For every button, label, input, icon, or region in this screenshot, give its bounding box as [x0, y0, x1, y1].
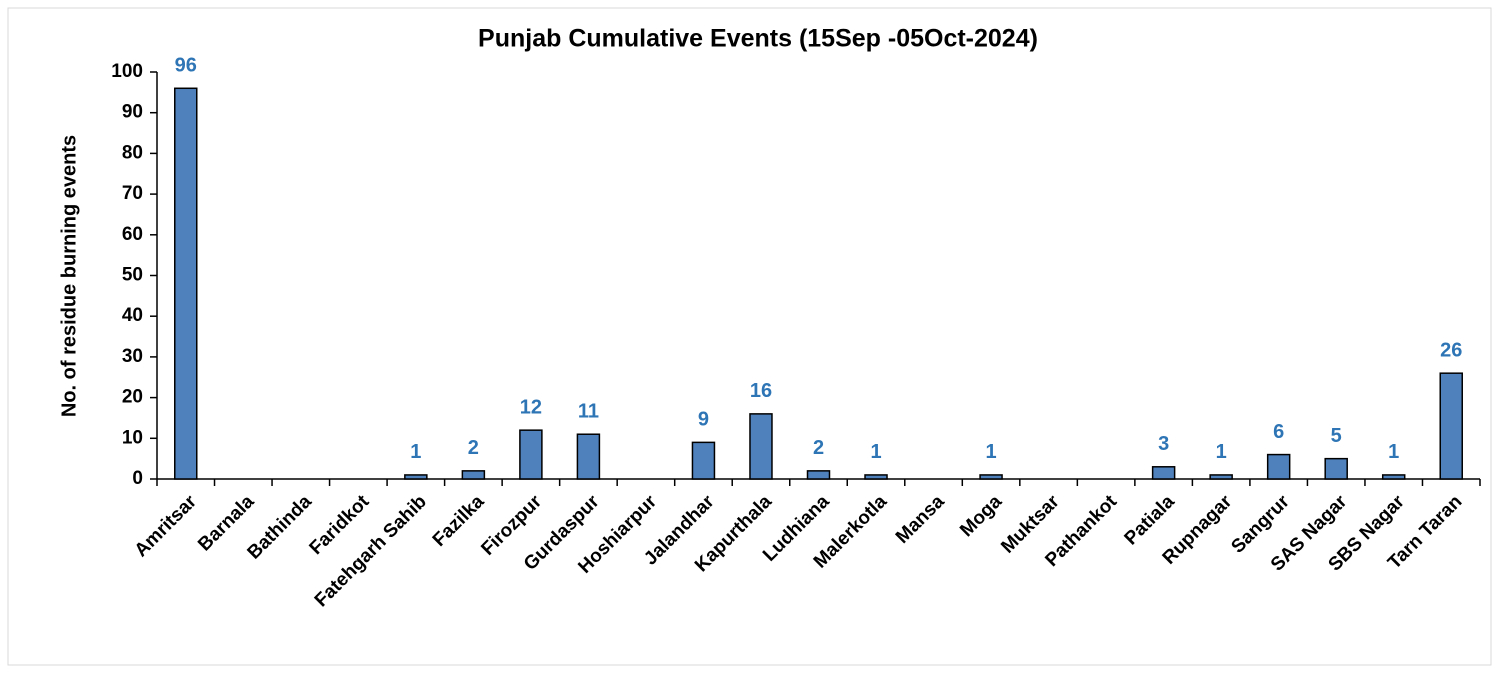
data-label: 11: [578, 401, 599, 423]
y-tick-label: 50: [122, 265, 143, 286]
bar: [519, 429, 543, 480]
y-axis-label: No. of residue burning events: [58, 135, 80, 417]
data-label: 26: [1440, 339, 1462, 361]
data-label: 16: [750, 380, 772, 402]
data-label: 3: [1158, 433, 1169, 455]
y-tick-label: 0: [132, 468, 143, 489]
y-tick-label: 70: [122, 183, 143, 204]
bar: [576, 433, 601, 480]
bar: [1381, 474, 1406, 480]
data-label: 6: [1273, 421, 1284, 443]
chart-title: Punjab Cumulative Events (15Sep -05Oct-2…: [478, 25, 1038, 53]
bar: [979, 474, 1003, 480]
bar: [461, 470, 486, 480]
bar: [1324, 457, 1348, 480]
y-tick-label: 20: [122, 387, 143, 408]
data-label: 1: [1216, 441, 1227, 463]
y-tick-label: 100: [111, 61, 143, 82]
y-tick-label: 40: [122, 305, 143, 326]
y-tick-label: 30: [122, 346, 143, 367]
bar: [1439, 372, 1463, 480]
data-label: 1: [1388, 441, 1399, 463]
bar: [1209, 474, 1233, 480]
data-label: 2: [468, 437, 479, 459]
data-label: 1: [870, 441, 881, 463]
data-label: 96: [175, 55, 197, 77]
data-label: 9: [698, 409, 709, 431]
y-tick-label: 60: [122, 224, 143, 245]
bar: [749, 413, 773, 480]
data-label: 2: [813, 437, 824, 459]
bar: [864, 474, 888, 480]
data-label: 12: [520, 396, 542, 418]
y-tick-label: 90: [122, 102, 143, 123]
bar: [1266, 453, 1291, 480]
data-label: 1: [410, 441, 421, 463]
data-label: 1: [986, 441, 997, 463]
bar: [404, 474, 428, 480]
bar: [806, 470, 831, 480]
chart-border: [7, 7, 1492, 666]
data-label: 5: [1331, 425, 1342, 447]
y-tick-label: 80: [122, 142, 143, 163]
bar: [174, 87, 198, 480]
bar: [691, 441, 716, 480]
bar: [1151, 466, 1176, 480]
y-tick-label: 10: [122, 427, 143, 448]
